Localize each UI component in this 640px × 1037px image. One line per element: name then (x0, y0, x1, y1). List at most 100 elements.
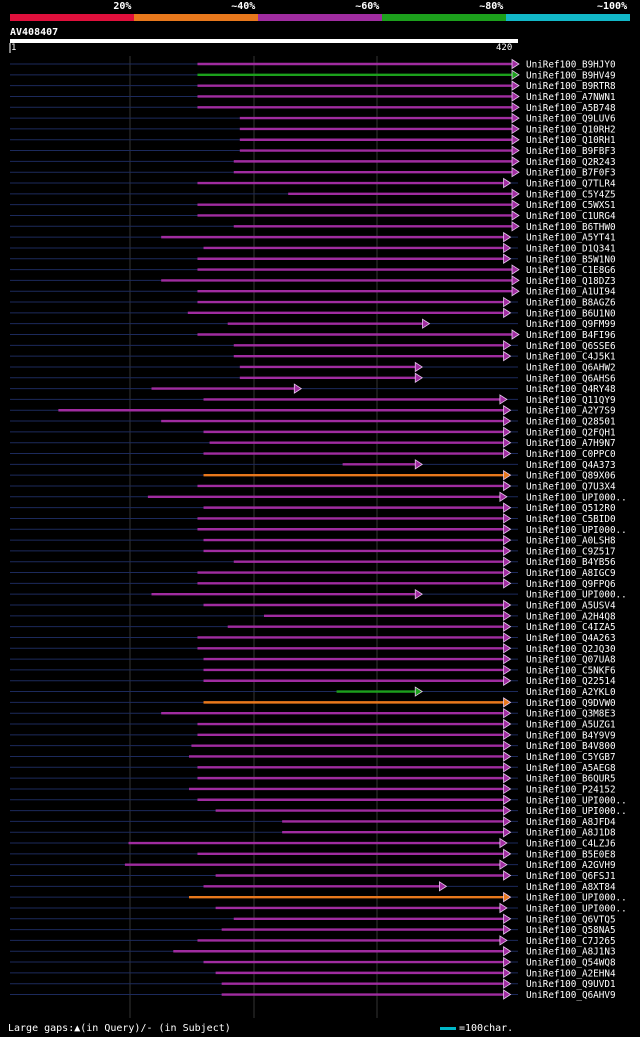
hit-label[interactable]: UniRef100_UPI000.. (526, 590, 627, 601)
hit-label[interactable]: UniRef100_B4V800 (526, 741, 616, 752)
hit-label[interactable]: UniRef100_UPI000.. (526, 806, 627, 817)
hit-label[interactable]: UniRef100_B9HV49 (526, 70, 616, 81)
hit-label[interactable]: UniRef100_B5W1N0 (526, 254, 616, 265)
hit-label[interactable]: UniRef100_Q9FPQ6 (526, 579, 616, 590)
hit-end-arrow (503, 556, 512, 567)
hit-end-arrow (511, 69, 520, 81)
hit-label[interactable]: UniRef100_C5WXS1 (526, 200, 616, 211)
hit-label[interactable]: UniRef100_B7F0F3 (526, 168, 616, 179)
hit-label[interactable]: UniRef100_Q6SSE6 (526, 341, 616, 352)
hit-label[interactable]: UniRef100_B6QUR5 (526, 774, 616, 785)
hit-label[interactable]: UniRef100_Q9UVD1 (526, 979, 616, 990)
hit-label[interactable]: UniRef100_Q4RY48 (526, 384, 616, 395)
hit-label[interactable]: UniRef100_A8JFD4 (526, 817, 616, 828)
hit-label[interactable]: UniRef100_Q512R0 (526, 503, 616, 514)
hit-label[interactable]: UniRef100_Q10RH2 (526, 124, 616, 135)
hit-end-arrow (503, 340, 512, 351)
hit-label[interactable]: UniRef100_C1E8G6 (526, 265, 616, 276)
hit-end-arrow (422, 318, 431, 329)
hit-label[interactable]: UniRef100_A7H9N7 (526, 438, 616, 449)
hit-label[interactable]: UniRef100_B5E0E8 (526, 849, 616, 860)
hit-end-arrow (503, 718, 512, 730)
hit-label[interactable]: UniRef100_B9RTR8 (526, 81, 616, 92)
hit-label[interactable]: UniRef100_C4IZA5 (526, 622, 616, 633)
hit-label[interactable]: UniRef100_Q4A263 (526, 633, 616, 644)
hit-label[interactable]: UniRef100_UPI000.. (526, 525, 627, 536)
hit-end-arrow (503, 751, 512, 762)
hit-label[interactable]: UniRef100_C5YGB7 (526, 752, 616, 763)
hit-label[interactable]: UniRef100_UPI000.. (526, 903, 627, 914)
hit-label[interactable]: UniRef100_C1URG4 (526, 211, 616, 222)
hit-label[interactable]: UniRef100_Q9FM99 (526, 319, 616, 330)
hit-label[interactable]: UniRef100_Q07UA8 (526, 655, 616, 666)
hit-label[interactable]: UniRef100_A2H4Q8 (526, 611, 616, 622)
hit-label[interactable]: UniRef100_UPI000.. (526, 893, 627, 904)
hit-label[interactable]: UniRef100_A2EHN4 (526, 968, 616, 979)
hit-label[interactable]: UniRef100_Q2JQ30 (526, 644, 616, 655)
hit-label[interactable]: UniRef100_C4J5K1 (526, 352, 616, 363)
hit-label[interactable]: UniRef100_Q2FQH1 (526, 427, 616, 438)
hit-label[interactable]: UniRef100_C7J265 (526, 936, 616, 947)
hit-label[interactable]: UniRef100_Q6AHW2 (526, 362, 616, 373)
hit-label[interactable]: UniRef100_C5BID0 (526, 514, 616, 525)
hit-label[interactable]: UniRef100_A2YKL0 (526, 687, 616, 698)
hit-label[interactable]: UniRef100_A8IGC9 (526, 568, 616, 579)
hit-label[interactable]: UniRef100_A1UI94 (526, 287, 616, 298)
hit-label[interactable]: UniRef100_B4Y9V9 (526, 730, 616, 741)
hit-label[interactable]: UniRef100_C5NKF6 (526, 665, 616, 676)
hit-label[interactable]: UniRef100_C5Y4Z5 (526, 189, 616, 200)
hit-label[interactable]: UniRef100_Q6VTQ5 (526, 914, 616, 925)
hit-label[interactable]: UniRef100_C0PPC0 (526, 449, 616, 460)
hit-label[interactable]: UniRef100_A8J1D8 (526, 828, 616, 839)
hit-label[interactable]: UniRef100_A5B748 (526, 103, 616, 114)
hit-label[interactable]: UniRef100_A5AEG8 (526, 763, 616, 774)
hit-label[interactable]: UniRef100_Q58NA5 (526, 925, 616, 936)
hit-label[interactable]: UniRef100_P24152 (526, 784, 616, 795)
hit-label[interactable]: UniRef100_A5UZG1 (526, 720, 616, 731)
hit-label[interactable]: UniRef100_Q7U3X4 (526, 481, 616, 492)
hit-label[interactable]: UniRef100_Q2R243 (526, 157, 616, 168)
hit-label[interactable]: UniRef100_UPI000.. (526, 492, 627, 503)
hit-label[interactable]: UniRef100_D1Q341 (526, 243, 616, 254)
hit-label[interactable]: UniRef100_Q28501 (526, 417, 616, 428)
hit-label[interactable]: UniRef100_A0LSH8 (526, 536, 616, 547)
hit-label[interactable]: UniRef100_A8J1N3 (526, 947, 616, 958)
hit-label[interactable]: UniRef100_Q9DVW0 (526, 698, 616, 709)
hit-end-arrow (503, 946, 512, 957)
hit-label[interactable]: UniRef100_Q18DZ3 (526, 276, 616, 287)
hit-label[interactable]: UniRef100_Q54WQ8 (526, 958, 616, 969)
hit-label[interactable]: UniRef100_Q22514 (526, 676, 616, 687)
hit-end-arrow (511, 188, 520, 200)
hit-label[interactable]: UniRef100_B4FI96 (526, 330, 616, 341)
hit-label[interactable]: UniRef100_C4LZJ6 (526, 839, 616, 850)
hit-end-arrow (511, 112, 520, 124)
hit-label[interactable]: UniRef100_Q4A373 (526, 460, 616, 471)
hit-label[interactable]: UniRef100_Q11QY9 (526, 395, 616, 406)
hit-end-arrow (511, 156, 520, 167)
hit-label[interactable]: UniRef100_B6THW0 (526, 222, 616, 233)
hit-label[interactable]: UniRef100_C9Z517 (526, 546, 616, 557)
hit-end-arrow (511, 102, 520, 113)
hit-label[interactable]: UniRef100_Q6AHS6 (526, 373, 616, 384)
hit-end-arrow (293, 383, 303, 394)
hit-label[interactable]: UniRef100_B9FBF3 (526, 146, 616, 157)
hit-label[interactable]: UniRef100_A2GVH9 (526, 860, 616, 871)
hit-label[interactable]: UniRef100_Q3M8E3 (526, 709, 616, 720)
hit-label[interactable]: UniRef100_Q7TLR4 (526, 179, 616, 190)
hit-label[interactable]: UniRef100_B4YB56 (526, 557, 616, 568)
hit-label[interactable]: UniRef100_B8AGZ6 (526, 298, 616, 309)
hit-label[interactable]: UniRef100_A5USV4 (526, 601, 616, 612)
hit-label[interactable]: UniRef100_B6U1N0 (526, 308, 616, 319)
hit-label[interactable]: UniRef100_A8XT84 (526, 882, 616, 893)
hit-label[interactable]: UniRef100_Q9LUV6 (526, 114, 616, 125)
hit-label[interactable]: UniRef100_A7NWN1 (526, 92, 616, 103)
hit-label[interactable]: UniRef100_Q6FSJ1 (526, 871, 616, 882)
hit-label[interactable]: UniRef100_Q6AHV9 (526, 990, 616, 1001)
hit-label[interactable]: UniRef100_A2Y7S9 (526, 406, 616, 417)
hit-label[interactable]: UniRef100_Q10RH1 (526, 135, 616, 146)
hit-end-arrow (511, 166, 520, 178)
hit-label[interactable]: UniRef100_Q89X06 (526, 471, 616, 482)
hit-label[interactable]: UniRef100_UPI000.. (526, 795, 627, 806)
hit-label[interactable]: UniRef100_B9HJY0 (526, 60, 616, 71)
hit-label[interactable]: UniRef100_A5YT41 (526, 233, 616, 244)
